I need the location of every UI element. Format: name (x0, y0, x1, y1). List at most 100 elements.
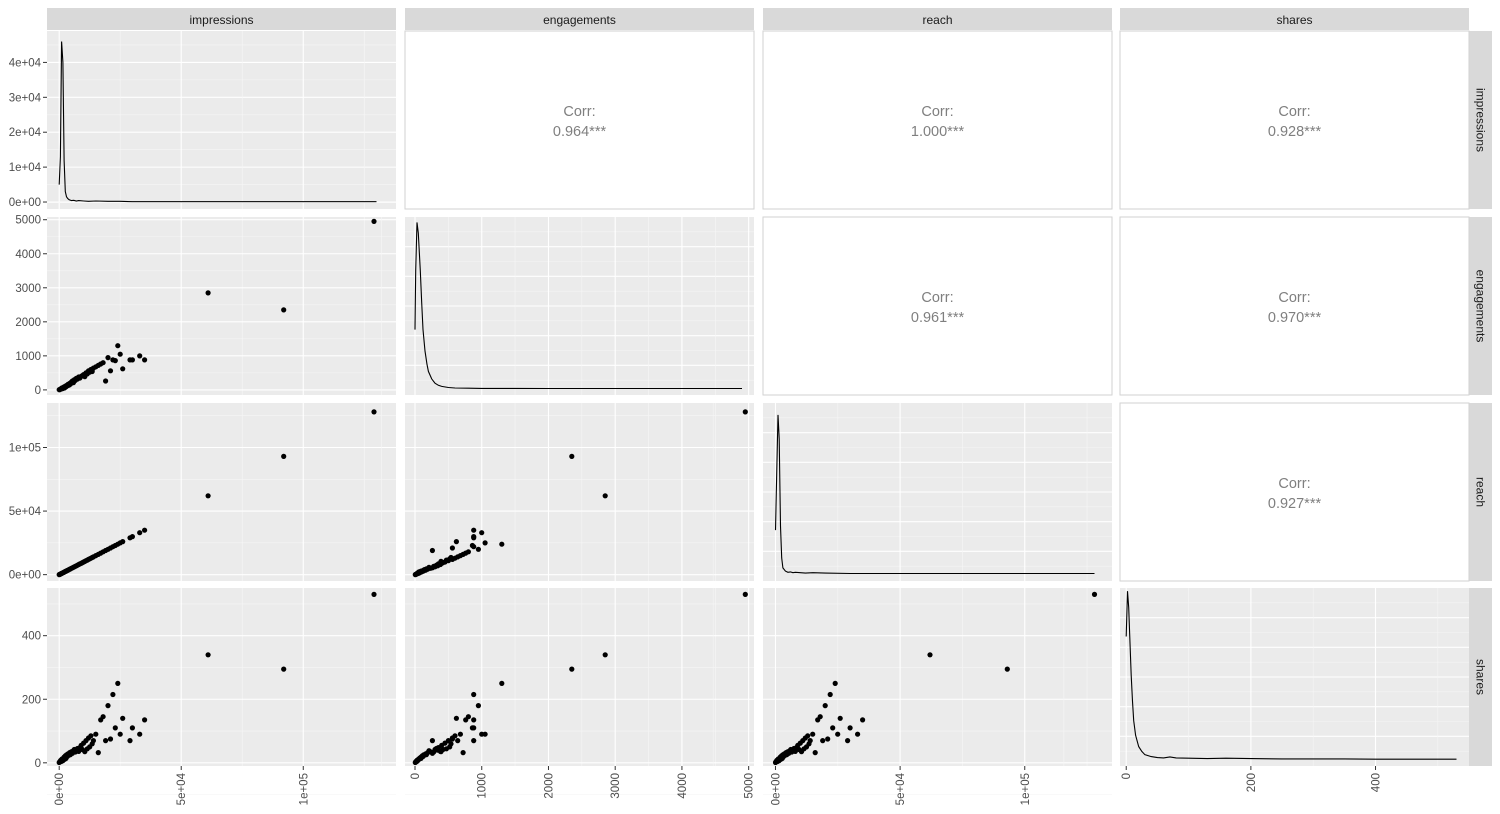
x-tick-label: 0 (410, 773, 422, 779)
data-point (569, 666, 575, 672)
data-point (105, 703, 111, 709)
panel-impressions-impressions (47, 31, 396, 220)
row-strip-engagements (1469, 217, 1492, 395)
data-point (105, 355, 111, 361)
column-strip-shares (1120, 8, 1469, 30)
panel-background (47, 31, 396, 209)
data-point (112, 725, 118, 731)
y-tick-label: 0 (35, 385, 41, 397)
data-point (1091, 591, 1098, 598)
column-strip-engagements (405, 8, 754, 30)
column-strip-label-engagements: engagements (543, 13, 616, 27)
x-tick-label: 400 (1371, 773, 1383, 792)
data-point (845, 738, 851, 744)
corr-value: 0.928*** (1268, 124, 1322, 140)
data-point (927, 652, 933, 658)
data-point (129, 357, 135, 363)
y-tick-label: 1e+05 (9, 443, 41, 455)
corr-value: 0.961*** (911, 310, 965, 326)
data-point (90, 738, 96, 744)
y-tick-label: 1000 (15, 351, 41, 363)
data-point (120, 715, 126, 721)
density-line-shares (1125, 591, 1457, 760)
panel-background (405, 588, 754, 766)
data-point (205, 652, 211, 658)
data-point (837, 715, 843, 721)
x-tick-label: 5e+04 (895, 772, 907, 805)
data-point (453, 539, 459, 545)
data-point (88, 733, 94, 739)
y-tick-label: 2e+04 (9, 127, 42, 139)
row-strip-reach (1469, 403, 1492, 581)
x-tick-label: 0e+00 (54, 773, 66, 805)
column-strip-reach (763, 8, 1112, 30)
corr-panel-bg (404, 30, 755, 210)
data-point (465, 714, 471, 720)
data-point (479, 731, 485, 737)
corr-panel-bg (1119, 30, 1470, 210)
y-tick-label: 400 (22, 631, 41, 643)
data-point (110, 691, 116, 698)
x-tick-label: 4000 (677, 773, 689, 799)
data-point (117, 731, 123, 737)
data-point (129, 534, 135, 540)
data-point (569, 453, 575, 459)
panel-shares-impressions (47, 588, 396, 795)
data-point (455, 738, 461, 744)
data-point (1004, 666, 1010, 672)
data-point (448, 554, 454, 561)
data-point (475, 703, 481, 709)
data-point (115, 680, 121, 687)
data-point (471, 738, 477, 744)
data-point (120, 539, 126, 545)
data-point (142, 357, 148, 363)
data-point (807, 738, 813, 744)
data-point (453, 715, 459, 721)
corr-panel-bg (1119, 216, 1470, 396)
panel-reach-reach (712, 403, 1112, 581)
y-tick-label: 4000 (15, 249, 41, 261)
data-point (448, 741, 454, 747)
data-point (371, 409, 377, 415)
data-point (100, 714, 106, 720)
data-point (805, 733, 811, 739)
x-tick-label: 5e+04 (176, 772, 188, 805)
data-point (847, 725, 853, 731)
data-point (281, 307, 287, 313)
y-tick-label: 0e+00 (9, 197, 41, 209)
data-point (465, 549, 471, 555)
corr-value: 0.927*** (1268, 496, 1322, 512)
data-point (820, 738, 826, 744)
row-strip-label-engagements: engagements (1474, 270, 1488, 343)
column-strip-label-impressions: impressions (189, 13, 253, 27)
y-tick-label: 3e+04 (9, 92, 42, 104)
data-point (482, 540, 488, 546)
data-point (205, 493, 211, 499)
data-point (475, 546, 481, 552)
data-point (431, 749, 437, 755)
column-strip-label-reach: reach (922, 13, 952, 27)
density-line-engagements (414, 222, 742, 390)
panel-impressions-engagements: Corr: 0.964*** (404, 30, 755, 210)
data-point (438, 558, 444, 565)
data-point (830, 725, 836, 731)
density-line-impressions (58, 41, 377, 203)
data-point (471, 725, 477, 731)
data-point (438, 749, 444, 755)
corr-panel-bg (1119, 402, 1470, 582)
panel-reach-shares: Corr: 0.927*** (1119, 402, 1470, 582)
panel-engagements-engagements (381, 217, 783, 395)
panel-shares-reach (712, 588, 1112, 795)
data-point (115, 343, 121, 349)
data-point (471, 691, 477, 698)
data-point (137, 530, 143, 536)
corr-value: 1.000*** (911, 124, 965, 140)
row-strip-label-shares: shares (1474, 659, 1488, 695)
data-point (95, 750, 101, 756)
data-point (449, 736, 455, 742)
data-point (137, 731, 143, 737)
corr-value: 0.964*** (553, 124, 607, 140)
y-tick-label: 5e+04 (9, 506, 42, 518)
data-point (429, 547, 435, 554)
panel-engagements-reach: Corr: 0.961*** (762, 216, 1113, 396)
